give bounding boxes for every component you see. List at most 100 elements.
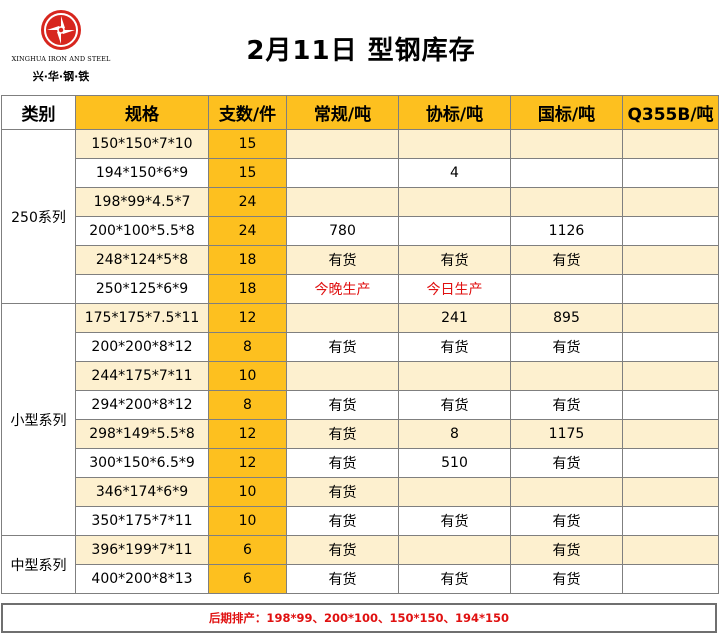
regular-tons-cell: 有货: [286, 390, 399, 420]
q355b-tons-cell: [622, 158, 719, 188]
association-tons-cell: 8: [398, 419, 511, 449]
table-row: 200*100*5.5*8 24 780 1126: [2, 216, 719, 246]
spec-cell: 198*99*4.5*7: [75, 187, 209, 217]
national-tons-cell: 有货: [510, 564, 623, 594]
table-row: 194*150*6*9 15 4: [2, 158, 719, 188]
regular-tons-cell: [286, 187, 399, 217]
national-tons-cell: [510, 187, 623, 217]
pieces-cell: 12: [208, 303, 287, 333]
q355b-tons-cell: [622, 332, 719, 362]
national-tons-cell: 有货: [510, 390, 623, 420]
spec-cell: 400*200*8*13: [75, 564, 209, 594]
pieces-cell: 6: [208, 535, 287, 565]
q355b-tons-cell: [622, 448, 719, 478]
spec-cell: 396*199*7*11: [75, 535, 209, 565]
company-logo: XINGHUA IRON AND STEEL 兴·华·钢·铁: [6, 6, 116, 86]
column-header-q355b: Q355B/吨: [622, 95, 719, 130]
national-tons-cell: 1175: [510, 419, 623, 449]
spec-cell: 150*150*7*10: [75, 129, 209, 159]
q355b-tons-cell: [622, 303, 719, 333]
spec-cell: 350*175*7*11: [75, 506, 209, 536]
table-row: 294*200*8*12 8 有货 有货 有货: [2, 390, 719, 420]
pieces-cell: 8: [208, 390, 287, 420]
association-tons-cell: 今日生产: [398, 274, 511, 304]
national-tons-cell: 1126: [510, 216, 623, 246]
pieces-cell: 6: [208, 564, 287, 594]
table-row: 350*175*7*11 10 有货 有货 有货: [2, 506, 719, 536]
pieces-cell: 15: [208, 158, 287, 188]
regular-tons-cell: [286, 158, 399, 188]
regular-tons-cell: 有货: [286, 535, 399, 565]
spec-cell: 300*150*6.5*9: [75, 448, 209, 478]
national-tons-cell: [510, 361, 623, 391]
q355b-tons-cell: [622, 477, 719, 507]
column-header-regular: 常规/吨: [286, 95, 399, 130]
page-title: 2月11日 型钢库存: [246, 36, 476, 66]
table-row: 250系列 150*150*7*10 15: [1, 129, 719, 304]
regular-tons-cell: 有货: [286, 564, 399, 594]
national-tons-cell: 有货: [510, 245, 623, 275]
association-tons-cell: 510: [398, 448, 511, 478]
spec-cell: 298*149*5.5*8: [75, 419, 209, 449]
association-tons-cell: 4: [398, 158, 511, 188]
spec-cell: 244*175*7*11: [75, 361, 209, 391]
table-header-row: 类别 规格 支数/件 常规/吨 协标/吨 国标/吨 Q355B/吨: [1, 95, 719, 130]
association-tons-cell: [398, 216, 511, 246]
regular-tons-cell: 今晚生产: [286, 274, 399, 304]
pieces-cell: 24: [208, 187, 287, 217]
q355b-tons-cell: [622, 506, 719, 536]
table-row: 346*174*6*9 10 有货: [2, 477, 719, 507]
regular-tons-cell: 有货: [286, 245, 399, 275]
regular-tons-cell: 有货: [286, 506, 399, 536]
logo-english-name: XINGHUA IRON AND STEEL: [11, 55, 111, 63]
table-row: 中型系列 396*199*7*11 6 有货 有货: [1, 535, 719, 594]
table-row: 248*124*5*8 18 有货 有货 有货: [2, 245, 719, 275]
spec-cell: 250*125*6*9: [75, 274, 209, 304]
national-tons-cell: [510, 274, 623, 304]
spec-cell: 175*175*7.5*11: [75, 303, 209, 333]
pieces-cell: 10: [208, 477, 287, 507]
association-tons-cell: 有货: [398, 245, 511, 275]
q355b-tons-cell: [622, 245, 719, 275]
regular-tons-cell: 780: [286, 216, 399, 246]
national-tons-cell: 有货: [510, 506, 623, 536]
spec-cell: 294*200*8*12: [75, 390, 209, 420]
table-row: 198*99*4.5*7 24: [2, 187, 719, 217]
production-schedule-note: 后期排产：198*99、200*100、150*150、194*150: [1, 603, 717, 633]
association-tons-cell: [398, 361, 511, 391]
association-tons-cell: 有货: [398, 332, 511, 362]
column-header-pieces: 支数/件: [208, 95, 287, 130]
association-tons-cell: 有货: [398, 564, 511, 594]
association-tons-cell: [398, 535, 511, 565]
pieces-cell: 12: [208, 419, 287, 449]
association-tons-cell: 241: [398, 303, 511, 333]
table-row: 400*200*8*13 6 有货 有货 有货: [2, 564, 719, 594]
q355b-tons-cell: [622, 419, 719, 449]
column-header-spec: 规格: [75, 95, 209, 130]
q355b-tons-cell: [622, 564, 719, 594]
q355b-tons-cell: [622, 187, 719, 217]
column-header-national: 国标/吨: [510, 95, 623, 130]
category-cell: 250系列: [1, 129, 76, 304]
inventory-table: 类别 规格 支数/件 常规/吨 协标/吨 国标/吨 Q355B/吨 250系列 1…: [1, 95, 719, 594]
regular-tons-cell: [286, 361, 399, 391]
logo-chinese-name: 兴·华·钢·铁: [32, 70, 90, 83]
regular-tons-cell: 有货: [286, 419, 399, 449]
pieces-cell: 24: [208, 216, 287, 246]
spec-cell: 346*174*6*9: [75, 477, 209, 507]
table-row: 300*150*6.5*9 12 有货 510 有货: [2, 448, 719, 478]
q355b-tons-cell: [622, 390, 719, 420]
q355b-tons-cell: [622, 535, 719, 565]
regular-tons-cell: 有货: [286, 332, 399, 362]
q355b-tons-cell: [622, 216, 719, 246]
association-tons-cell: [398, 187, 511, 217]
pieces-cell: 15: [208, 129, 287, 159]
q355b-tons-cell: [622, 129, 719, 159]
pieces-cell: 10: [208, 506, 287, 536]
national-tons-cell: [510, 158, 623, 188]
logo-emblem-icon: [41, 10, 81, 50]
regular-tons-cell: [286, 303, 399, 333]
national-tons-cell: 有货: [510, 332, 623, 362]
pieces-cell: 10: [208, 361, 287, 391]
